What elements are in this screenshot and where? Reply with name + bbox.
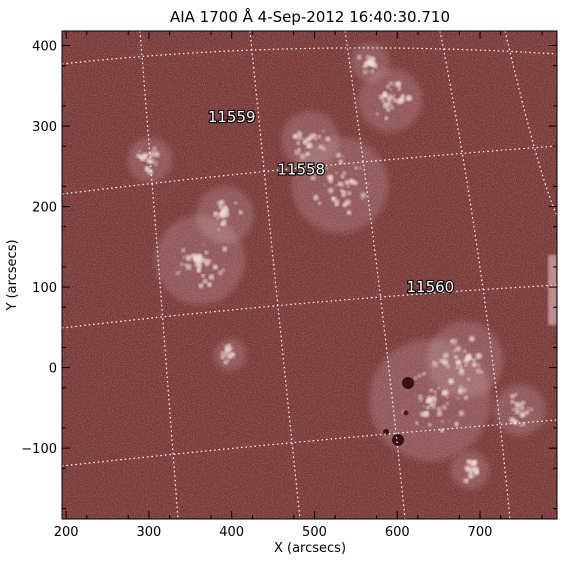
y-tick-label: 0 [49,362,57,377]
region-label-11559: 11559 [208,108,256,126]
plage-regions [127,42,546,490]
region-label-11558: 11558 [277,160,325,178]
y-tick-label: 200 [32,201,57,216]
y-tick-label: 300 [32,120,57,135]
figure-title: AIA 1700 Å 4-Sep-2012 16:40:30.710 [170,7,450,26]
y-tick-label: 100 [32,281,57,296]
x-tick-label: 200 [54,525,79,540]
heliographic-grid [62,31,557,519]
limb-edge [548,255,557,325]
active-region-labels: 11559 11558 11560 [207,107,456,297]
axis-ticks [62,31,557,519]
x-tick-label: 700 [468,525,493,540]
x-tick-labels: 200 300 400 500 600 700 [54,525,493,540]
plot-frame [61,30,558,520]
chromospheric-network [62,31,557,519]
y-tick-labels: −100 0 100 200 300 400 [21,39,57,457]
x-tick-label: 300 [137,525,162,540]
sunspots [383,377,414,446]
y-tick-label: 400 [32,39,57,54]
x-tick-label: 500 [302,525,327,540]
x-axis-label: X (arcsecs) [274,541,346,556]
y-tick-label: −100 [21,442,57,457]
y-axis-label: Y (arcsecs) [5,239,20,311]
x-tick-label: 400 [219,525,244,540]
solar-image [62,31,557,519]
x-tick-label: 600 [385,525,410,540]
region-label-11560: 11560 [406,278,454,296]
